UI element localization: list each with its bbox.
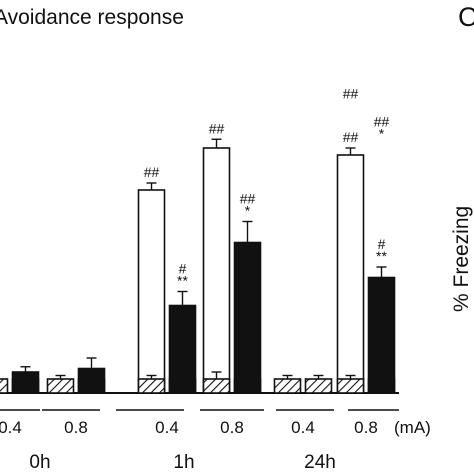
bars-layer — [0, 147, 396, 394]
annotation-8: # — [378, 236, 386, 252]
unit-label: (mA) — [394, 418, 431, 437]
bar-hatched-a-2 — [137, 378, 166, 394]
annotation-7: * — [245, 203, 251, 219]
tick-label-0: 0.4 — [0, 418, 22, 437]
annotation-1: ## — [209, 120, 225, 136]
time-label-1h: 1h — [173, 452, 194, 473]
tick-label-1: 0.8 — [64, 418, 88, 437]
right-ylabel: % Freezing — [450, 206, 473, 312]
tick-label-3: 0.8 — [220, 418, 244, 437]
tick-labels-layer: 0.4 0.8 0.4 0.8 0.4 0.8 0h 1h 24h — [0, 418, 378, 473]
annotation-3: ## — [343, 85, 359, 101]
bar-hatched-a-3 — [202, 378, 231, 394]
time-label-24h: 24h — [304, 452, 336, 473]
annotation-4: # — [179, 261, 187, 277]
annotation-11: * — [379, 126, 385, 142]
bar-open-5 — [336, 154, 365, 394]
tick-label-5: 0.8 — [354, 418, 378, 437]
annotation-2: ## — [343, 129, 359, 145]
bar-open-2 — [137, 189, 166, 394]
tick-label-4: 0.4 — [291, 418, 315, 437]
bar-filled-0 — [11, 371, 40, 394]
annotation-9: ** — [376, 248, 387, 264]
bar-hatched-a-1 — [46, 378, 75, 394]
time-label-0h: 0h — [29, 452, 50, 473]
bar-filled-1 — [77, 367, 106, 394]
annotations-layer: #########**##*#**##* — [144, 85, 390, 288]
annotation-10: ## — [374, 114, 390, 130]
tick-label-2: 0.4 — [155, 418, 179, 437]
annotation-5: ** — [177, 273, 188, 289]
bar-hatched-b-4 — [304, 378, 333, 394]
panel-letter: C — [458, 2, 474, 32]
bar-filled-5 — [367, 276, 396, 394]
chart-title: Avoidance response — [0, 6, 184, 29]
bar-open-3 — [202, 147, 231, 394]
bar-filled-3 — [233, 241, 262, 394]
bar-hatched-a-0 — [0, 378, 9, 394]
error-bars-layer — [20, 138, 387, 379]
bar-hatched-a-5 — [336, 378, 365, 394]
bar-filled-2 — [168, 304, 197, 394]
annotation-6: ## — [240, 191, 256, 207]
annotation-0: ## — [144, 164, 160, 180]
bar-hatched-a-4 — [273, 378, 302, 394]
